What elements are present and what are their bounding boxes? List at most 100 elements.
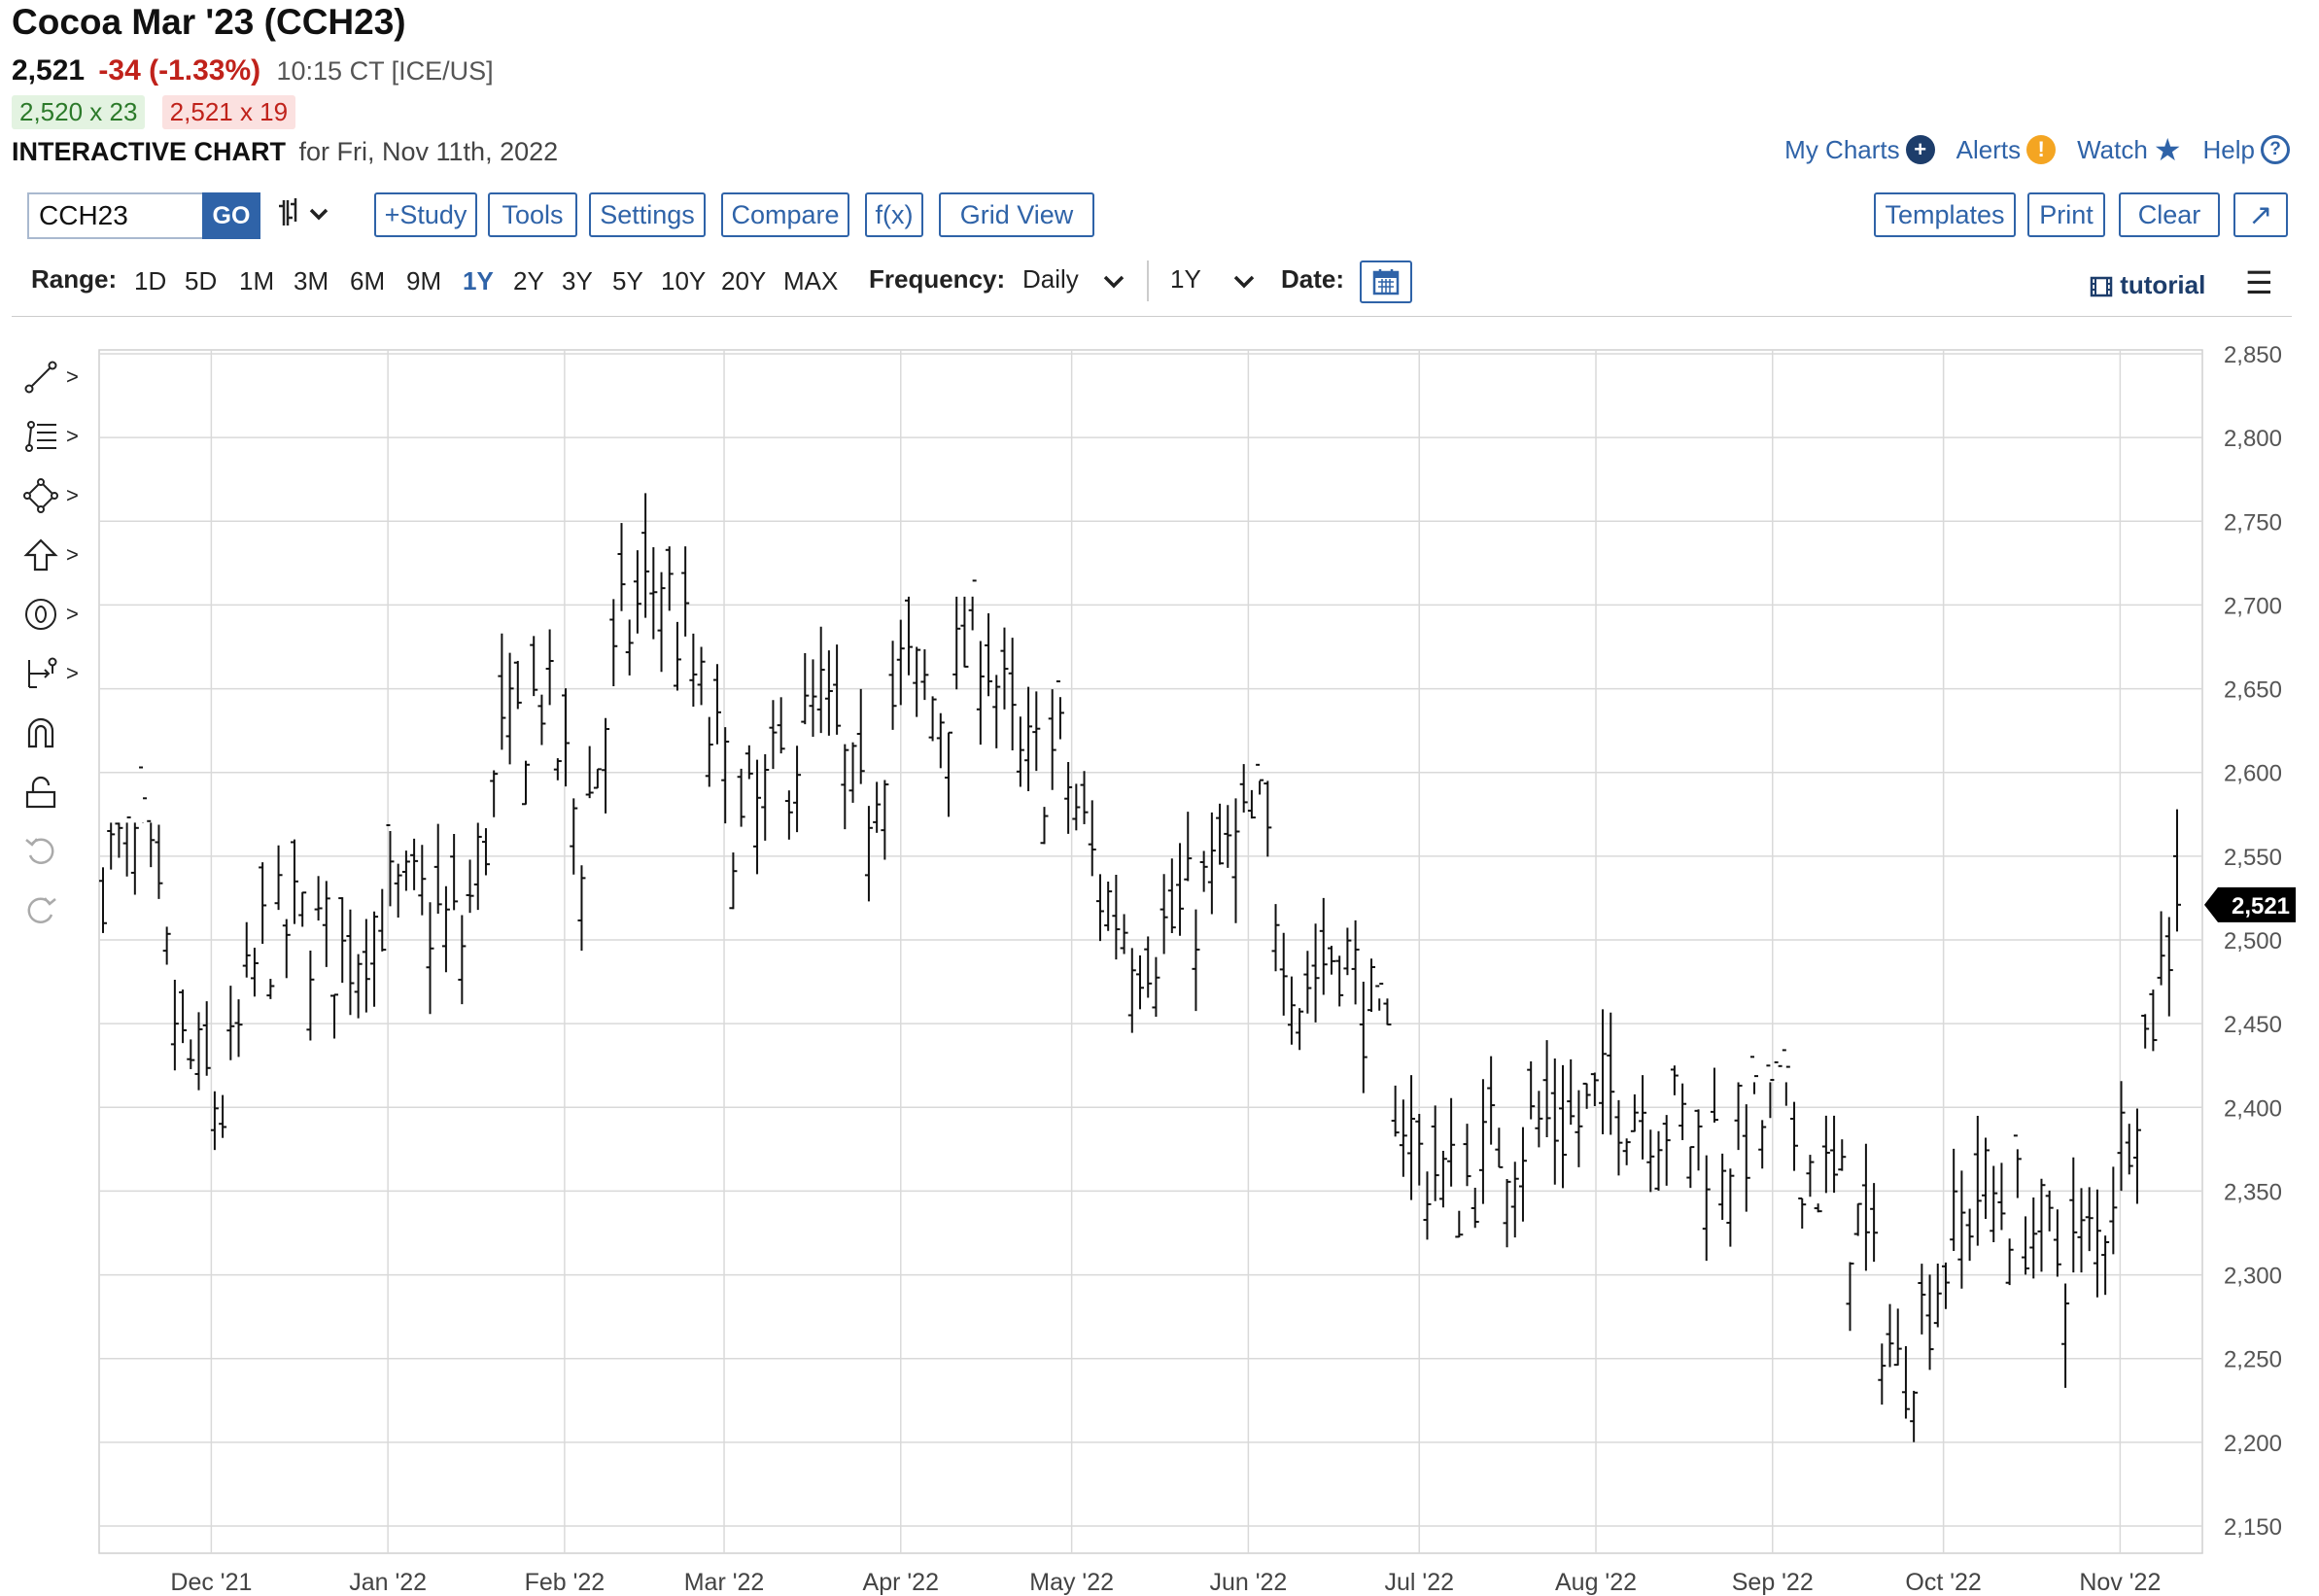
range-option-5y[interactable]: 5Y [612,266,643,295]
hamburger-menu-icon[interactable]: ☰ [2245,265,2273,300]
ohlc-bar [873,781,882,833]
ohlc-bar [2101,1235,2110,1296]
range-option-1y[interactable]: 1Y [463,266,494,295]
ohlc-bar [2061,1283,2070,1388]
ohlc-bar [928,696,937,742]
compare-button[interactable]: Compare [721,192,849,237]
range-option-20y[interactable]: 20Y [721,266,767,295]
my-charts-link[interactable]: My Charts + [1784,134,1935,165]
redo-tool[interactable] [19,889,93,932]
ohlc-bar [1407,1075,1416,1200]
ohlc-bar [1742,1104,1750,1212]
watch-link[interactable]: Watch ★ [2077,134,2181,165]
ohlc-bar [1000,627,1009,710]
ohlc-bar [330,993,339,1039]
range-option-9m[interactable]: 9M [406,266,442,295]
ohlc-bar [1024,686,1033,791]
ohlc-bar [99,867,107,933]
tutorial-link[interactable]: tutorial [2090,270,2205,300]
x-tick-label: Jun '22 [1209,1569,1287,1596]
ohlc-bar [1463,1124,1471,1187]
range-option-max[interactable]: MAX [783,266,839,295]
range-option-3y[interactable]: 3Y [562,266,593,295]
my-charts-label: My Charts [1784,134,1900,164]
ohlc-bar [1447,1097,1456,1187]
range-option-3m[interactable]: 3M [294,266,329,295]
ohlc-bar [306,951,315,1041]
ohlc-bar [1582,1082,1591,1109]
ohlc-bar [1718,1153,1727,1220]
ohlc-bar [1167,858,1176,933]
shapes-tool[interactable]: > [19,474,93,517]
arrow-tool[interactable]: > [19,534,93,576]
fibonacci-icon [25,421,56,452]
lock-tool[interactable] [19,771,93,814]
ohlc-bar [697,646,706,706]
clear-button[interactable]: Clear [2119,192,2220,237]
ohlc-bar [2085,1187,2094,1252]
ohlc-bar [633,550,641,634]
shapes-icon [23,478,58,513]
ohlc-bar [1694,1109,1703,1171]
ohlc-bar [1455,1210,1464,1238]
print-button[interactable]: Print [2027,192,2105,237]
ohlc-bar [386,823,395,907]
ohlc-bar [1542,1040,1551,1138]
redo-icon [27,897,56,923]
templates-button[interactable]: Templates [1874,192,2016,237]
calendar-icon [1372,269,1400,295]
fibonacci-tool[interactable]: > [19,415,93,458]
ohlc-bar [689,633,698,707]
ohlc-bar [1271,904,1280,972]
range-option-5d[interactable]: 5D [185,266,218,295]
trendline-tool[interactable]: > [19,356,93,399]
help-link[interactable]: Help ? [2203,135,2290,165]
range-option-1d[interactable]: 1D [134,266,167,295]
ohlc-bar [1654,1130,1663,1191]
ohlc-bar [649,547,658,640]
range-option-1m[interactable]: 1M [239,266,275,295]
ohlc-bar [562,688,571,787]
settings-button[interactable]: Settings [589,192,706,237]
undo-tool[interactable] [19,830,93,873]
ohlc-bar [481,828,490,876]
expand-button[interactable]: ↗ [2233,192,2288,237]
symbol-input[interactable] [27,192,204,239]
range-option-2y[interactable]: 2Y [513,266,544,295]
y-tick-label: 2,800 [2224,426,2282,452]
range-option-10y[interactable]: 10Y [661,266,707,295]
range-option-6m[interactable]: 6M [350,266,386,295]
ohlc-bar [2117,1081,2126,1192]
date-picker-button[interactable] [1360,260,1412,303]
ohlc-bar [881,780,889,860]
frequency-select[interactable]: Daily [1022,264,1126,295]
annotation-circle-icon [25,599,56,630]
measure-tool[interactable]: > [19,652,93,695]
magnet-tool[interactable] [19,711,93,754]
fx-button[interactable]: f(x) [865,192,923,237]
ohlc-bar [1941,1262,1950,1309]
ohlc-bar [1790,1101,1799,1171]
tools-button[interactable]: Tools [488,192,577,237]
alerts-link[interactable]: Alerts ! [1956,135,2057,165]
ohlc-bar [1679,1083,1687,1140]
alert-icon: ! [2026,135,2057,164]
bar-type-selector[interactable] [278,196,332,238]
ohlc-bar [1575,1090,1583,1167]
period-select[interactable]: 1Y [1170,264,1257,295]
ohlc-bar [250,948,259,997]
ohlc-bar [1120,914,1128,954]
ohlc-bar [1216,803,1225,865]
ohlc-bar [1686,1146,1695,1189]
go-button[interactable]: GO [202,192,260,239]
study-button[interactable]: +Study [374,192,477,237]
y-tick-label: 2,850 [2224,342,2282,368]
ohlc-bar [433,823,442,914]
ohlc-bar [473,822,482,911]
ohlc-bar [1639,1075,1647,1160]
grid-view-button[interactable]: Grid View [939,192,1094,237]
ohlc-bar [712,664,721,745]
ohlc-bar [426,902,434,1015]
annotation-tool[interactable]: > [19,593,93,636]
